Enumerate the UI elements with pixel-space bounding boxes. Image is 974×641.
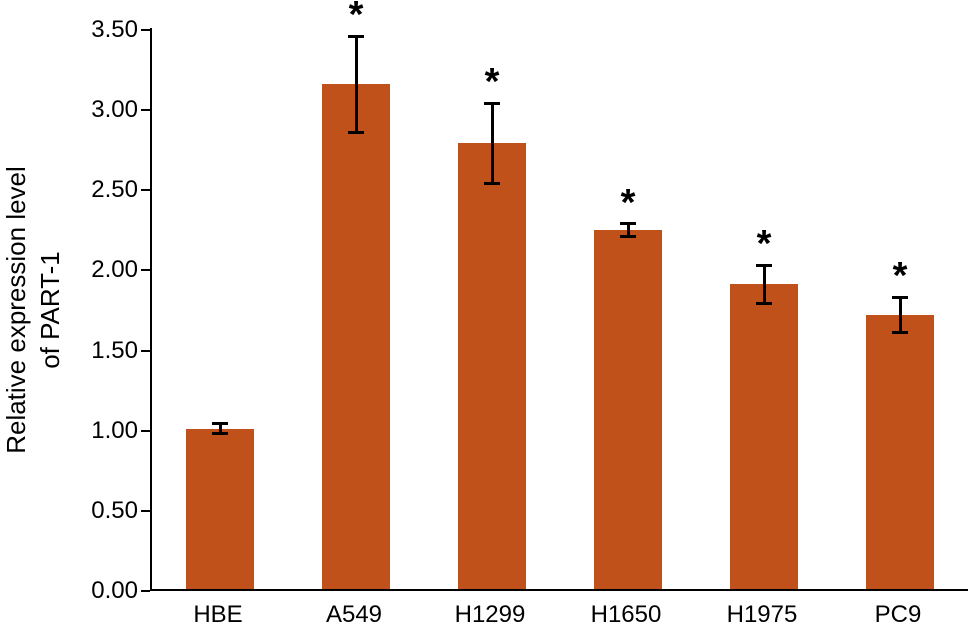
error-bar bbox=[762, 265, 766, 304]
x-tick-label: HBE bbox=[193, 601, 243, 628]
y-tick-mark bbox=[141, 509, 150, 512]
y-axis-title-line1: Relative expression level bbox=[1, 166, 32, 454]
y-axis-tick-labels: 0.00 0.50 1.00 1.50 2.00 2.50 3.00 3.50 bbox=[74, 17, 138, 604]
y-tick-mark bbox=[141, 429, 150, 432]
bar-hbe bbox=[186, 428, 254, 589]
x-axis-category-labels: HBE A549 H1299 H1650 H1975 PC9 bbox=[150, 600, 968, 634]
significance-asterisk: * bbox=[348, 0, 364, 37]
error-bar bbox=[354, 36, 358, 133]
y-axis-title-line2: of PART-1 bbox=[35, 251, 65, 369]
bar-h1975 bbox=[730, 284, 798, 589]
y-tick-mark bbox=[141, 109, 150, 112]
x-tick-label: PC9 bbox=[874, 601, 922, 628]
y-tick-label: 0.00 bbox=[91, 577, 138, 604]
x-tick-label: H1975 bbox=[726, 601, 798, 628]
y-tick-label: 2.50 bbox=[91, 176, 138, 204]
error-bar-cap-bottom bbox=[212, 432, 228, 436]
y-tick-mark bbox=[141, 189, 150, 192]
error-bar-cap-top bbox=[212, 422, 228, 426]
error-bar bbox=[626, 223, 630, 237]
y-tick-mark bbox=[141, 590, 150, 592]
y-tick-mark bbox=[141, 29, 150, 31]
y-tick-mark bbox=[141, 269, 150, 272]
y-tick-label: 3.50 bbox=[91, 16, 138, 43]
error-bar-cap-bottom bbox=[348, 130, 364, 134]
y-axis-title: Relative expression level of PART-1 bbox=[0, 166, 68, 454]
significance-asterisk: * bbox=[484, 61, 500, 104]
bar-h1299 bbox=[458, 143, 526, 589]
plot-area: * * * * * bbox=[150, 0, 968, 591]
y-tick-label: 1.50 bbox=[91, 336, 138, 364]
error-bar-cap-top bbox=[620, 222, 636, 226]
y-axis-tick-marks bbox=[141, 28, 150, 592]
error-bar bbox=[898, 297, 902, 333]
error-bar-cap-bottom bbox=[620, 234, 636, 238]
error-bar-cap-top bbox=[348, 34, 364, 38]
error-bar-cap-top bbox=[892, 295, 908, 299]
bar-a549 bbox=[322, 84, 390, 589]
x-tick-label: A549 bbox=[325, 601, 383, 628]
error-bar-cap-bottom bbox=[756, 302, 772, 306]
y-tick-mark bbox=[141, 349, 150, 352]
significance-asterisk: * bbox=[756, 223, 772, 266]
y-tick-label: 3.00 bbox=[91, 96, 138, 124]
error-bar-cap-top bbox=[484, 101, 500, 105]
error-bar-cap-bottom bbox=[892, 331, 908, 335]
bar-pc9 bbox=[866, 314, 934, 589]
significance-asterisk: * bbox=[892, 255, 908, 298]
y-tick-label: 2.00 bbox=[91, 256, 138, 284]
x-tick-label: H1650 bbox=[590, 601, 662, 628]
y-tick-label: 0.50 bbox=[91, 496, 138, 524]
x-tick-label: H1299 bbox=[454, 601, 526, 628]
y-tick-label: 1.00 bbox=[91, 416, 138, 444]
error-bar bbox=[218, 423, 222, 434]
significance-asterisk: * bbox=[620, 181, 636, 224]
bar-h1650 bbox=[594, 229, 662, 589]
error-bar bbox=[490, 103, 494, 184]
error-bar-cap-bottom bbox=[484, 181, 500, 185]
error-bar-cap-top bbox=[756, 263, 772, 267]
